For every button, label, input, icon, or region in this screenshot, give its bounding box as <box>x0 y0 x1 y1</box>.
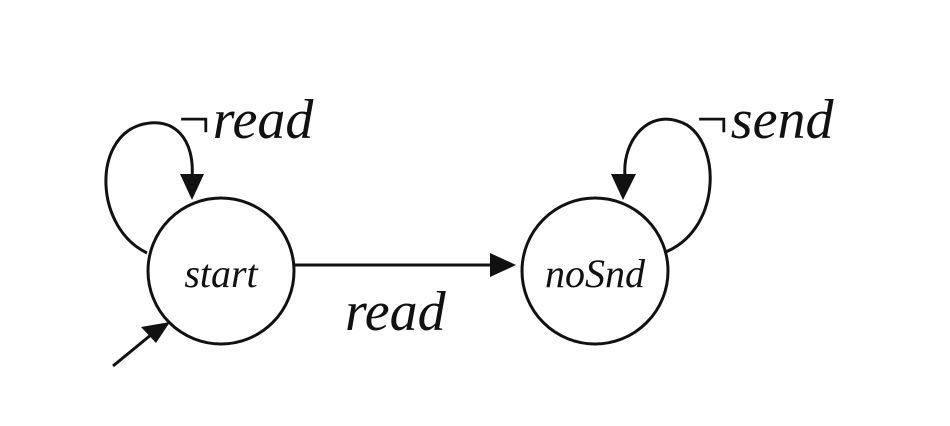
state-start: start <box>146 196 296 346</box>
self-loop-nosnd <box>611 117 712 255</box>
transition-read-label: read <box>345 281 447 343</box>
state-nosnd-circle <box>520 196 670 346</box>
self-loop-start <box>104 121 204 255</box>
state-start-label: start <box>184 251 258 296</box>
state-start-circle <box>146 196 296 346</box>
self-loop-start-label: ¬read <box>175 89 314 151</box>
self-loop-nosnd-label: ¬send <box>693 89 834 151</box>
initial-arrow <box>112 322 170 368</box>
state-nosnd: noSnd <box>520 196 670 346</box>
state-nosnd-label: noSnd <box>545 251 646 296</box>
transition-start-to-nosnd <box>295 253 516 277</box>
